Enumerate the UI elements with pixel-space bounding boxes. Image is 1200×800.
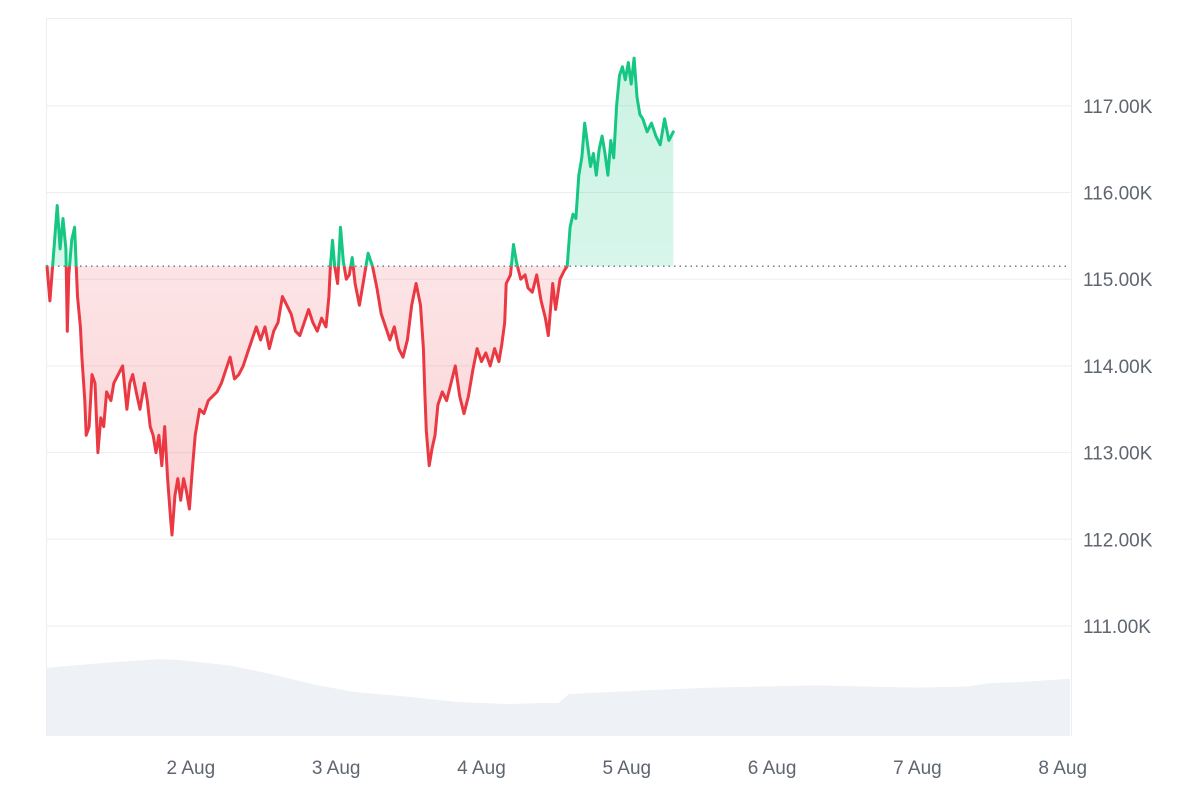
y-tick-label: 111.00K — [1083, 617, 1151, 638]
x-tick-label: 8 Aug — [1038, 758, 1087, 779]
y-tick-label: 116.00K — [1083, 184, 1153, 205]
y-tick-label: 112.00K — [1083, 530, 1153, 551]
x-tick-label: 3 Aug — [312, 758, 361, 779]
y-tick-label: 113.00K — [1083, 444, 1153, 465]
x-tick-label: 4 Aug — [457, 758, 506, 779]
plot-border-right — [1071, 18, 1072, 736]
y-axis-tick-labels: 111.00K 112.00K 113.00K 114.00K 115.00K 116.0… — [1083, 97, 1153, 638]
volume-area — [47, 659, 1070, 736]
plot-border-top — [47, 18, 1072, 19]
above-baseline-area — [47, 58, 674, 267]
x-axis-tick-labels: 2 Aug 3 Aug 4 Aug 5 Aug 6 Aug 7 Aug 8 Aug — [167, 758, 1087, 779]
y-tick-label: 115.00K — [1083, 270, 1153, 291]
x-tick-label: 2 Aug — [167, 758, 216, 779]
price-line-below-baseline[interactable] — [45, 58, 673, 537]
x-tick-label: 7 Aug — [893, 758, 942, 779]
below-baseline-area — [47, 266, 568, 535]
y-tick-label: 117.00K — [1083, 97, 1153, 118]
y-tick-label: 114.00K — [1083, 357, 1153, 378]
price-line-above-baseline[interactable] — [45, 56, 675, 535]
plot-border-left — [46, 18, 47, 736]
x-tick-label: 6 Aug — [748, 758, 797, 779]
x-tick-label: 5 Aug — [602, 758, 651, 779]
